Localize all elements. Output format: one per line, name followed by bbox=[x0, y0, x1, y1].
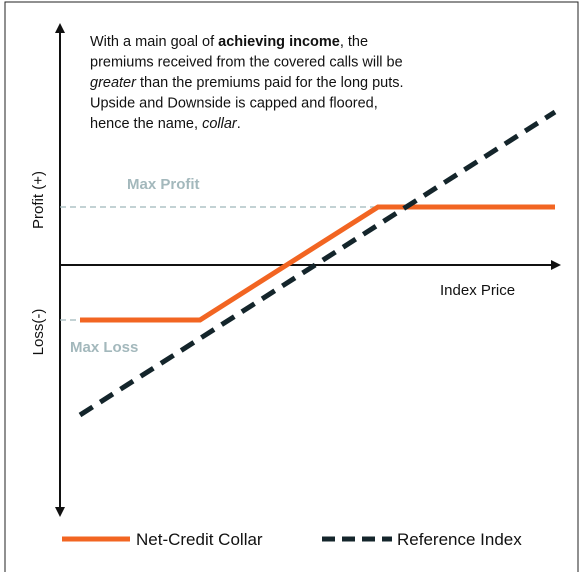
profit-label: Profit (+) bbox=[30, 171, 47, 229]
annotation-line: premiums received from the covered calls… bbox=[90, 55, 403, 71]
annotation-line: With a main goal of achieving income, th… bbox=[90, 34, 368, 50]
collar-line bbox=[80, 204, 555, 323]
annotation-run: greater bbox=[90, 75, 137, 91]
annotation-line: greater than the premiums paid for the l… bbox=[90, 75, 404, 91]
max-loss-label: Max Loss bbox=[70, 339, 138, 356]
annotation-run: With a main goal of bbox=[90, 34, 218, 50]
annotation-run: hence the name, bbox=[90, 116, 202, 132]
annotation-run: than the premiums paid for the long puts… bbox=[136, 75, 404, 91]
annotation-run: . bbox=[237, 116, 241, 132]
reference-line bbox=[78, 109, 557, 418]
annotation-run: Upside and Downside is capped and floore… bbox=[90, 96, 378, 112]
frame bbox=[4, 1, 579, 572]
loss-label: Loss(-) bbox=[30, 309, 47, 356]
annotation-run: , the bbox=[340, 34, 368, 50]
legend-label: Net-Credit Collar bbox=[136, 530, 263, 549]
annotation-line: hence the name, collar. bbox=[90, 116, 241, 132]
x-axis-label: Index Price bbox=[440, 282, 515, 299]
legend-label: Reference Index bbox=[397, 530, 522, 549]
max-profit-label: Max Profit bbox=[127, 176, 200, 193]
annotation-run: collar bbox=[202, 116, 238, 132]
annotation: With a main goal of achieving income, th… bbox=[90, 34, 404, 132]
annotation-line: Upside and Downside is capped and floore… bbox=[90, 96, 378, 112]
annotation-run: premiums received from the covered calls… bbox=[90, 55, 403, 71]
annotation-run: achieving income bbox=[218, 34, 340, 50]
